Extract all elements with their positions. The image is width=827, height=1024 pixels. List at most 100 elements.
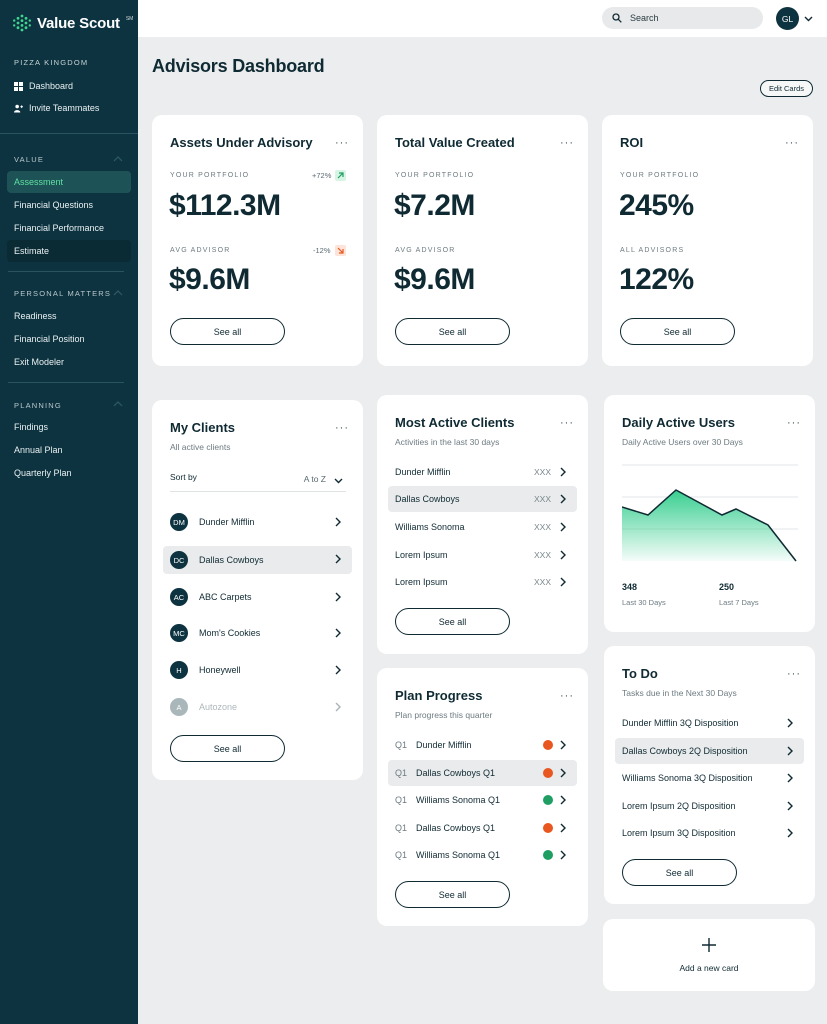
- add-user-icon: [14, 104, 23, 113]
- sidebar-divider: [8, 271, 124, 272]
- status-dot: [543, 740, 553, 750]
- card-title: Most Active Clients: [395, 415, 515, 430]
- chevron-right-icon: [335, 592, 341, 602]
- more-options-icon[interactable]: ···: [787, 668, 801, 680]
- more-options-icon[interactable]: ···: [560, 690, 574, 702]
- top-bar: Search GL: [138, 0, 827, 37]
- chevron-right-icon: [560, 795, 566, 805]
- client-row[interactable]: MC Mom's Cookies: [163, 620, 352, 646]
- see-all-button[interactable]: See all: [170, 735, 285, 762]
- todo-row[interactable]: Williams Sonoma 3Q Disposition: [615, 765, 804, 791]
- todo-label: Dunder Mifflin 3Q Disposition: [622, 718, 739, 728]
- brand-logo[interactable]: Value Scout SM: [13, 12, 133, 34]
- activity-count: XXX: [533, 467, 551, 477]
- chevron-right-icon: [560, 850, 566, 860]
- chevron-right-icon: [787, 718, 793, 728]
- portfolio-label: YOUR PORTFOLIO: [620, 172, 700, 179]
- client-avatar: DM: [170, 513, 188, 531]
- chevron-down-icon: [334, 478, 343, 484]
- active-client-row[interactable]: Lorem Ipsum XXX: [388, 569, 577, 595]
- more-options-icon[interactable]: ···: [787, 417, 801, 429]
- more-options-icon[interactable]: ···: [335, 137, 349, 149]
- client-avatar: A: [170, 698, 188, 716]
- plan-name: Dallas Cowboys Q1: [416, 823, 496, 833]
- todo-row[interactable]: Dallas Cowboys 2Q Disposition: [615, 738, 804, 764]
- client-row[interactable]: A Autozone: [163, 694, 352, 720]
- my-clients-card: My Clients All active clients ··· Sort b…: [152, 400, 363, 780]
- sidebar-item-quarterly-plan[interactable]: Quarterly Plan: [14, 468, 72, 478]
- status-dot: [543, 795, 553, 805]
- todo-label: Lorem Ipsum 3Q Disposition: [622, 828, 736, 838]
- activity-count: XXX: [533, 522, 551, 532]
- more-options-icon[interactable]: ···: [335, 422, 349, 434]
- more-options-icon[interactable]: ···: [560, 417, 574, 429]
- advisor-change: -12%: [313, 245, 346, 256]
- sidebar-item-estimate[interactable]: Estimate: [7, 240, 131, 262]
- sidebar-item-financial-questions[interactable]: Financial Questions: [14, 200, 94, 210]
- sidebar-item-annual-plan[interactable]: Annual Plan: [14, 445, 63, 455]
- plus-icon: [702, 938, 716, 952]
- active-client-row[interactable]: Dunder Mifflin XXX: [388, 459, 577, 485]
- client-name: Dunder Mifflin: [199, 517, 255, 527]
- sidebar-item-financial-position[interactable]: Financial Position: [14, 334, 85, 344]
- see-all-button[interactable]: See all: [395, 318, 510, 345]
- more-options-icon[interactable]: ···: [785, 137, 799, 149]
- most-active-clients-card: Most Active Clients Activities in the la…: [377, 395, 588, 654]
- sidebar-item-exit-modeler[interactable]: Exit Modeler: [14, 357, 65, 367]
- active-client-row[interactable]: Lorem Ipsum XXX: [388, 542, 577, 568]
- chevron-up-icon[interactable]: [113, 289, 123, 297]
- chevron-right-icon: [335, 628, 341, 638]
- sidebar-link-label: Dashboard: [29, 81, 74, 91]
- plan-quarter: Q1: [395, 823, 408, 833]
- active-client-row[interactable]: Dallas Cowboys XXX: [388, 486, 577, 512]
- client-row[interactable]: H Honeywell: [163, 657, 352, 683]
- todo-row[interactable]: Lorem Ipsum 2Q Disposition: [615, 793, 804, 819]
- sidebar-item-financial-performance[interactable]: Financial Performance: [14, 223, 105, 233]
- client-name: Honeywell: [199, 665, 241, 675]
- sidebar-item-readiness[interactable]: Readiness: [14, 311, 57, 321]
- todo-label: Lorem Ipsum 2Q Disposition: [622, 801, 736, 811]
- chevron-down-icon[interactable]: [804, 14, 813, 23]
- see-all-button[interactable]: See all: [620, 318, 735, 345]
- plan-row[interactable]: Q1 Dunder Mifflin: [388, 732, 577, 758]
- client-name: Dunder Mifflin: [395, 467, 451, 477]
- see-all-button[interactable]: See all: [622, 859, 737, 886]
- arrow-up-right-icon: [335, 170, 347, 181]
- chevron-up-icon[interactable]: [113, 400, 123, 408]
- edit-cards-button[interactable]: Edit Cards: [760, 80, 813, 97]
- client-row[interactable]: DC Dallas Cowboys: [163, 546, 352, 574]
- todo-row[interactable]: Lorem Ipsum 3Q Disposition: [615, 820, 804, 846]
- sidebar-link-invite-teammates[interactable]: Invite Teammates: [14, 101, 99, 115]
- status-dot: [543, 768, 553, 778]
- see-all-button[interactable]: See all: [395, 608, 510, 635]
- see-all-button[interactable]: See all: [395, 881, 510, 908]
- stat-last-7-value: 250: [719, 582, 735, 592]
- chevron-up-icon[interactable]: [113, 155, 123, 163]
- sidebar-link-label: Invite Teammates: [29, 103, 100, 113]
- portfolio-change-value: +72%: [312, 171, 332, 180]
- user-avatar[interactable]: GL: [776, 7, 799, 30]
- active-client-row[interactable]: Williams Sonoma XXX: [388, 514, 577, 540]
- assets-under-advisory-card: Assets Under Advisory ··· YOUR PORTFOLIO…: [152, 115, 363, 366]
- sidebar-item-assessment[interactable]: Assessment: [7, 171, 131, 193]
- sidebar-item-findings[interactable]: Findings: [14, 422, 49, 432]
- hexagon-logo-icon: [13, 14, 31, 32]
- client-row[interactable]: DM Dunder Mifflin: [163, 509, 352, 535]
- add-new-card-button[interactable]: Add a new card: [603, 919, 815, 991]
- sort-by-dropdown[interactable]: Sort by A to Z: [170, 472, 346, 492]
- brand-name: Value Scout: [37, 14, 120, 32]
- see-all-button[interactable]: See all: [170, 318, 285, 345]
- sort-by-value: A to Z: [303, 474, 326, 484]
- plan-row[interactable]: Q1 Dallas Cowboys Q1: [388, 760, 577, 786]
- sidebar-link-dashboard[interactable]: Dashboard: [14, 79, 73, 93]
- plan-row[interactable]: Q1 Dallas Cowboys Q1: [388, 815, 577, 841]
- plan-row[interactable]: Q1 Williams Sonoma Q1: [388, 842, 577, 868]
- card-title: My Clients: [170, 420, 236, 435]
- card-title: Plan Progress: [395, 688, 483, 703]
- section-title-value: VALUE: [14, 155, 45, 164]
- client-row[interactable]: AC ABC Carpets: [163, 584, 352, 610]
- search-input[interactable]: Search: [602, 7, 763, 29]
- more-options-icon[interactable]: ···: [560, 137, 574, 149]
- todo-row[interactable]: Dunder Mifflin 3Q Disposition: [615, 710, 804, 736]
- plan-row[interactable]: Q1 Williams Sonoma Q1: [388, 787, 577, 813]
